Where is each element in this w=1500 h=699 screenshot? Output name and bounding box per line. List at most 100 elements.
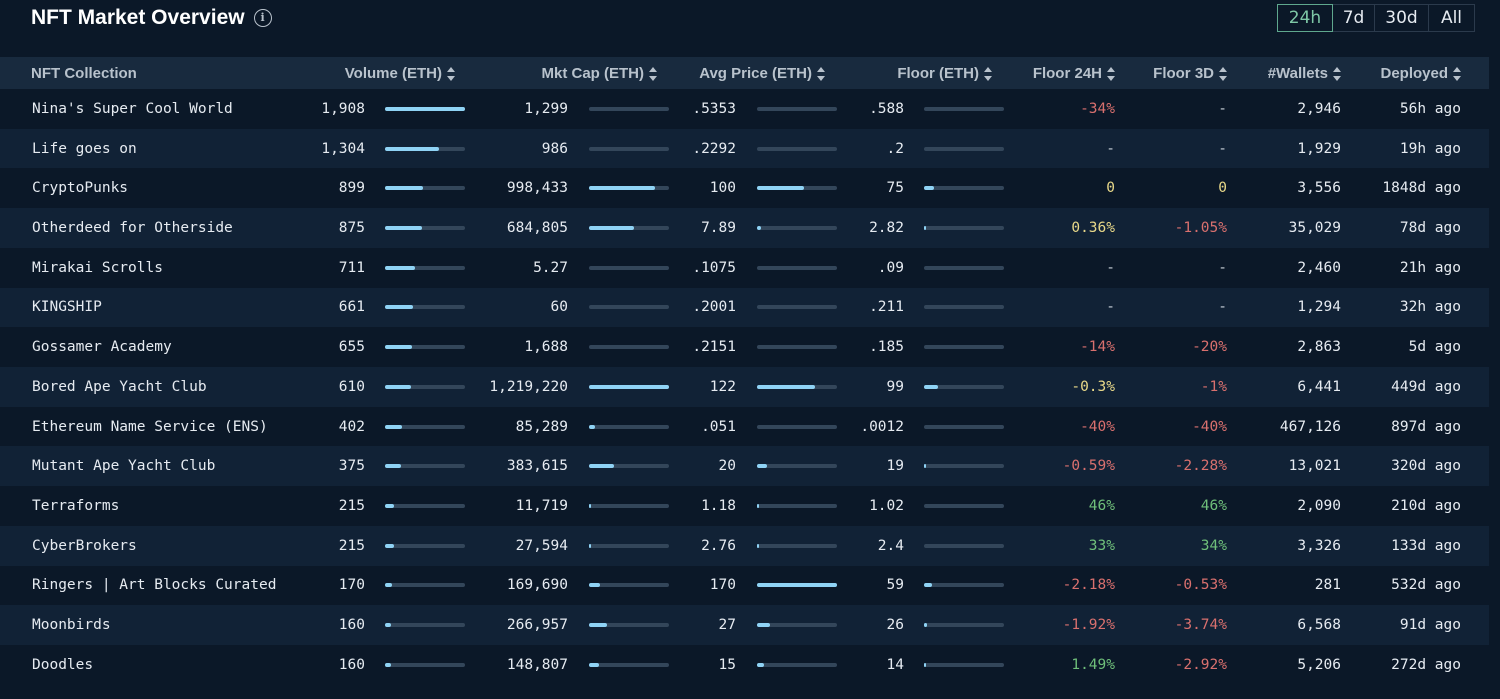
mktcap-bar-fill (589, 384, 669, 389)
floor-3d-value: -3.74% (1174, 617, 1227, 634)
table-row[interactable]: Nina's Super Cool World 1,908 1,299 .5353 .5… (0, 89, 1489, 129)
avg-price-value: 15 (718, 656, 736, 673)
table-body: Nina's Super Cool World 1,908 1,299 .5353 .5… (0, 89, 1489, 685)
floor-value: 75 (886, 180, 904, 197)
deployed-value: 56h ago (1399, 100, 1461, 117)
mktcap-value: 11,719 (515, 498, 568, 515)
floor-3d-value: -20% (1192, 339, 1227, 356)
floor-bar (924, 662, 1004, 667)
deployed-value: 19h ago (1399, 140, 1461, 157)
table-row[interactable]: Doodles 160 148,807 15 14 1.49% -2.92% 5,206 272… (0, 645, 1489, 685)
floor-24h-value: -34% (1080, 100, 1115, 117)
mktcap-bar-fill (589, 186, 655, 191)
floor-bar-fill (924, 186, 935, 191)
col-floor-24h[interactable]: Floor 24H (1033, 65, 1115, 82)
info-icon[interactable]: i (253, 9, 272, 27)
table-row[interactable]: Terraforms 215 11,719 1.18 1.02 46% 46% 2,090 21… (0, 486, 1489, 526)
tab-7d[interactable]: 7d (1332, 5, 1374, 31)
col-deployed[interactable]: Deployed (1380, 65, 1461, 82)
collection-name: Terraforms (32, 498, 120, 515)
volume-value: 1,908 (321, 100, 365, 117)
avg-price-value: 170 (709, 577, 736, 594)
tab-all[interactable]: All (1428, 5, 1474, 31)
table-row[interactable]: Mirakai Scrolls 711 5.27 .1075 .09 - - 2,460 21h… (0, 247, 1489, 288)
wallets-value: 35,029 (1288, 220, 1341, 237)
avg-price-value: .051 (701, 418, 736, 435)
col-volume[interactable]: Volume (ETH) (345, 65, 455, 82)
deployed-value: 897d ago (1391, 418, 1461, 435)
mktcap-bar-fill (589, 583, 601, 588)
mktcap-bar (589, 345, 669, 350)
column-header-label: NFT Collection (31, 65, 137, 82)
table-row[interactable]: CyberBrokers 215 27,594 2.76 2.4 33% 34% 3,326 1… (0, 525, 1489, 566)
floor-3d-value: - (1218, 140, 1227, 157)
table-row[interactable]: Life goes on 1,304 986 .2292 .2 - - 1,929 19h ag… (0, 128, 1489, 169)
sort-icon[interactable] (817, 66, 825, 81)
avg-price-bar (757, 305, 837, 310)
deployed-value: 21h ago (1399, 259, 1461, 276)
col-floor-3d[interactable]: Floor 3D (1153, 65, 1227, 82)
avg-price-bar-fill (757, 464, 767, 469)
table-row[interactable]: Otherdeed for Otherside 875 684,805 7.89 2.8… (0, 208, 1489, 248)
wallets-value: 2,863 (1297, 339, 1341, 356)
volume-bar (385, 504, 465, 509)
floor-bar (924, 106, 1004, 111)
table-row[interactable]: Mutant Ape Yacht Club 375 383,615 20 19 -0.59… (0, 446, 1489, 487)
volume-value: 899 (338, 180, 365, 197)
volume-value: 610 (338, 378, 365, 395)
mktcap-bar (589, 504, 669, 509)
volume-bar (385, 345, 465, 350)
sort-icon[interactable] (649, 66, 657, 81)
mktcap-bar-fill (589, 543, 592, 548)
avg-price-bar-fill (757, 504, 760, 509)
tab-30d[interactable]: 30d (1374, 5, 1428, 31)
collection-name: CyberBrokers (32, 537, 137, 554)
volume-bar (385, 226, 465, 231)
mktcap-value: 169,690 (506, 577, 568, 594)
mktcap-value: 266,957 (506, 617, 568, 634)
collection-name: Doodles (32, 656, 94, 673)
wallets-value: 5,206 (1297, 656, 1341, 673)
tab-24h[interactable]: 24h (1277, 4, 1333, 32)
sort-icon[interactable] (1219, 66, 1227, 81)
volume-bar-fill (385, 345, 413, 350)
volume-value: 215 (338, 537, 365, 554)
table-row[interactable]: Bored Ape Yacht Club 610 1,219,220 122 99 -0.… (0, 367, 1489, 407)
mktcap-bar-fill (589, 464, 614, 469)
mktcap-bar (589, 146, 669, 151)
column-header-label: Floor (ETH) (897, 65, 979, 82)
floor-bar (924, 464, 1004, 469)
volume-value: 170 (338, 577, 365, 594)
sort-icon[interactable] (1107, 66, 1115, 81)
col-avg-price[interactable]: Avg Price (ETH) (699, 65, 825, 82)
floor-value: .2 (886, 140, 904, 157)
col-wallets[interactable]: #Wallets (1268, 65, 1341, 82)
col-mktcap[interactable]: Mkt Cap (ETH) (542, 65, 657, 82)
floor-bar (924, 424, 1004, 429)
table-row[interactable]: Gossamer Academy 655 1,688 .2151 .185 -14% -20… (0, 327, 1489, 368)
col-floor[interactable]: Floor (ETH) (897, 65, 992, 82)
wallets-value: 467,126 (1279, 418, 1341, 435)
sort-icon[interactable] (1453, 66, 1461, 81)
table-row[interactable]: Ringers | Art Blocks Curated 170 169,690 17… (0, 565, 1489, 606)
mktcap-value: 5.27 (533, 259, 568, 276)
mktcap-bar (589, 106, 669, 111)
mktcap-value: 998,433 (506, 180, 568, 197)
floor-value: 26 (886, 617, 904, 634)
table-row[interactable]: Moonbirds 160 266,957 27 26 -1.92% -3.74% 6,568… (0, 605, 1489, 646)
table-row[interactable]: CryptoPunks 899 998,433 100 75 0 0 3,556 1848d a… (0, 168, 1489, 209)
table-header: NFT Collection Volume (ETH) Mkt Cap (ETH) A… (0, 57, 1489, 89)
sort-icon[interactable] (984, 66, 992, 81)
deployed-value: 78d ago (1399, 220, 1461, 237)
sort-icon[interactable] (1333, 66, 1341, 81)
wallets-value: 13,021 (1288, 458, 1341, 475)
sort-icon[interactable] (447, 66, 455, 81)
avg-price-bar-fill (757, 623, 770, 628)
floor-value: 99 (886, 378, 904, 395)
avg-price-bar (757, 384, 837, 389)
floor-3d-value: -1.05% (1174, 220, 1227, 237)
table-row[interactable]: Ethereum Name Service (ENS) 402 85,289 .051… (0, 406, 1489, 447)
table-row[interactable]: KINGSHIP 661 60 .2001 .211 - - 1,294 32h ago (0, 287, 1489, 328)
mktcap-bar-fill (589, 226, 634, 231)
collection-name: Nina's Super Cool World (32, 100, 233, 117)
